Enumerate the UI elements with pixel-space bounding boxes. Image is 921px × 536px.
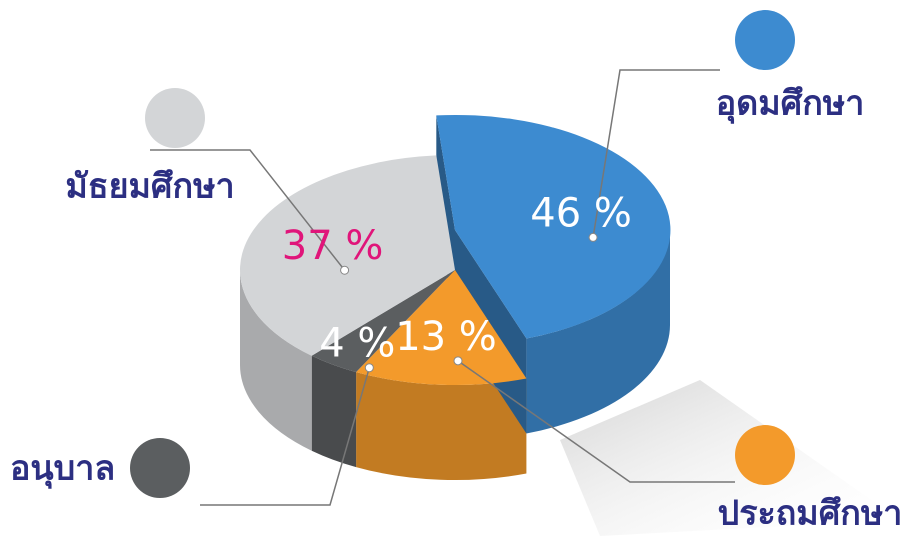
legend-dot <box>130 438 190 498</box>
legend-dot <box>735 425 795 485</box>
slice-side <box>356 372 527 481</box>
value-label: 37 % <box>282 223 384 269</box>
value-label: 13 % <box>395 314 497 360</box>
leader-line <box>150 149 346 271</box>
leader-line <box>592 69 720 238</box>
value-label: 4 % <box>319 321 395 367</box>
labels: อุดมศึกษา 46 % ประถมศึกษา 13 % อนุบาล 4 % มัธย… <box>10 10 902 534</box>
value-label: 46 % <box>530 190 632 236</box>
leader-dot <box>364 363 374 373</box>
leader-line <box>200 367 371 506</box>
slice-side <box>311 355 357 468</box>
leader-line <box>457 360 735 483</box>
slice-top <box>436 114 671 339</box>
slice-side <box>526 230 671 434</box>
category-label: มัธยมศึกษา <box>65 167 234 207</box>
category-label: อนุบาล <box>10 449 115 490</box>
legend-dot <box>735 10 795 70</box>
slice-top <box>311 270 455 373</box>
category-label: อุดมศึกษา <box>716 84 865 125</box>
leader-dot <box>340 265 350 275</box>
leader-dot <box>588 232 598 242</box>
legend-dot <box>145 88 205 148</box>
category-label: ประถมศึกษา <box>718 494 903 534</box>
slice-side <box>240 270 312 451</box>
leader-dot <box>453 356 463 366</box>
slice-top <box>356 270 527 386</box>
shadow <box>560 380 900 536</box>
